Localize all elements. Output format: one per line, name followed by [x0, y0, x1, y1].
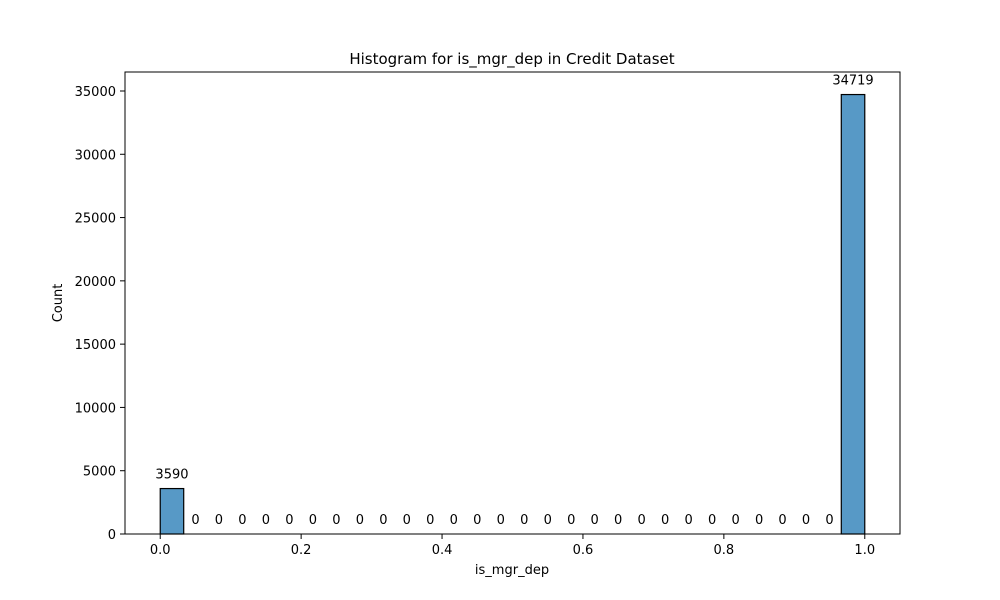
histogram-bar	[840, 93, 866, 535]
chart-title: Histogram for is_mgr_dep in Credit Datas…	[349, 50, 674, 69]
x-axis: 0.0 0.2 0.4 0.6 0.8 1.0	[150, 534, 875, 558]
x-tick-label: 0.0	[150, 543, 171, 558]
bar-value-label: 0	[285, 513, 293, 528]
y-tick-label: 5000	[83, 465, 116, 480]
y-tick-label: 15000	[75, 338, 116, 353]
bar-value-label: 0	[708, 513, 716, 528]
bar-value-label: 0	[638, 513, 646, 528]
y-tick-label: 0	[108, 528, 116, 543]
bar-value-label: 0	[661, 513, 669, 528]
bar-value-label: 0	[191, 513, 199, 528]
y-tick-label: 30000	[75, 148, 116, 163]
bar-value-label: 0	[356, 513, 364, 528]
bar-value-label: 0	[684, 513, 692, 528]
bar-value-label: 0	[309, 513, 317, 528]
bar-value-label: 0	[731, 513, 739, 528]
bar-value-label: 0	[450, 513, 458, 528]
bar-value-label: 0	[802, 513, 810, 528]
bar-value-label: 34719	[832, 74, 873, 89]
y-axis-label: Count	[51, 284, 66, 323]
bar-value-label: 0	[403, 513, 411, 528]
bar-value-label: 0	[567, 513, 575, 528]
bar-value-label: 0	[544, 513, 552, 528]
bar-value-label: 0	[825, 513, 833, 528]
y-tick-label: 25000	[75, 212, 116, 227]
bar-value-label: 0	[614, 513, 622, 528]
bar-value-label: 3590	[155, 468, 188, 483]
bar-value-label: 0	[262, 513, 270, 528]
bar-value-label: 0	[215, 513, 223, 528]
bar-value-label: 0	[497, 513, 505, 528]
x-tick-label: 0.4	[432, 543, 453, 558]
x-tick-label: 0.8	[714, 543, 735, 558]
bar-value-label: 0	[238, 513, 246, 528]
x-tick-label: 0.2	[291, 543, 312, 558]
bar-value-label: 0	[520, 513, 528, 528]
bar-value-label: 0	[778, 513, 786, 528]
histogram-bar	[159, 487, 185, 535]
bar-value-label: 0	[591, 513, 599, 528]
bar-group	[159, 93, 866, 535]
bar-value-label: 0	[379, 513, 387, 528]
x-axis-label: is_mgr_dep	[475, 563, 549, 578]
y-tick-label: 20000	[75, 275, 116, 290]
y-axis: 0 5000 10000 15000 20000 25000 30000 35000	[75, 85, 125, 543]
plot-frame	[124, 71, 901, 535]
y-tick-label: 35000	[75, 85, 116, 100]
bar-value-label: 0	[473, 513, 481, 528]
y-tick-label: 10000	[75, 401, 116, 416]
bar-value-label: 0	[426, 513, 434, 528]
x-tick-label: 1.0	[854, 543, 875, 558]
x-tick-label: 0.6	[573, 543, 594, 558]
bar-value-label: 0	[755, 513, 763, 528]
bar-value-label: 0	[332, 513, 340, 528]
